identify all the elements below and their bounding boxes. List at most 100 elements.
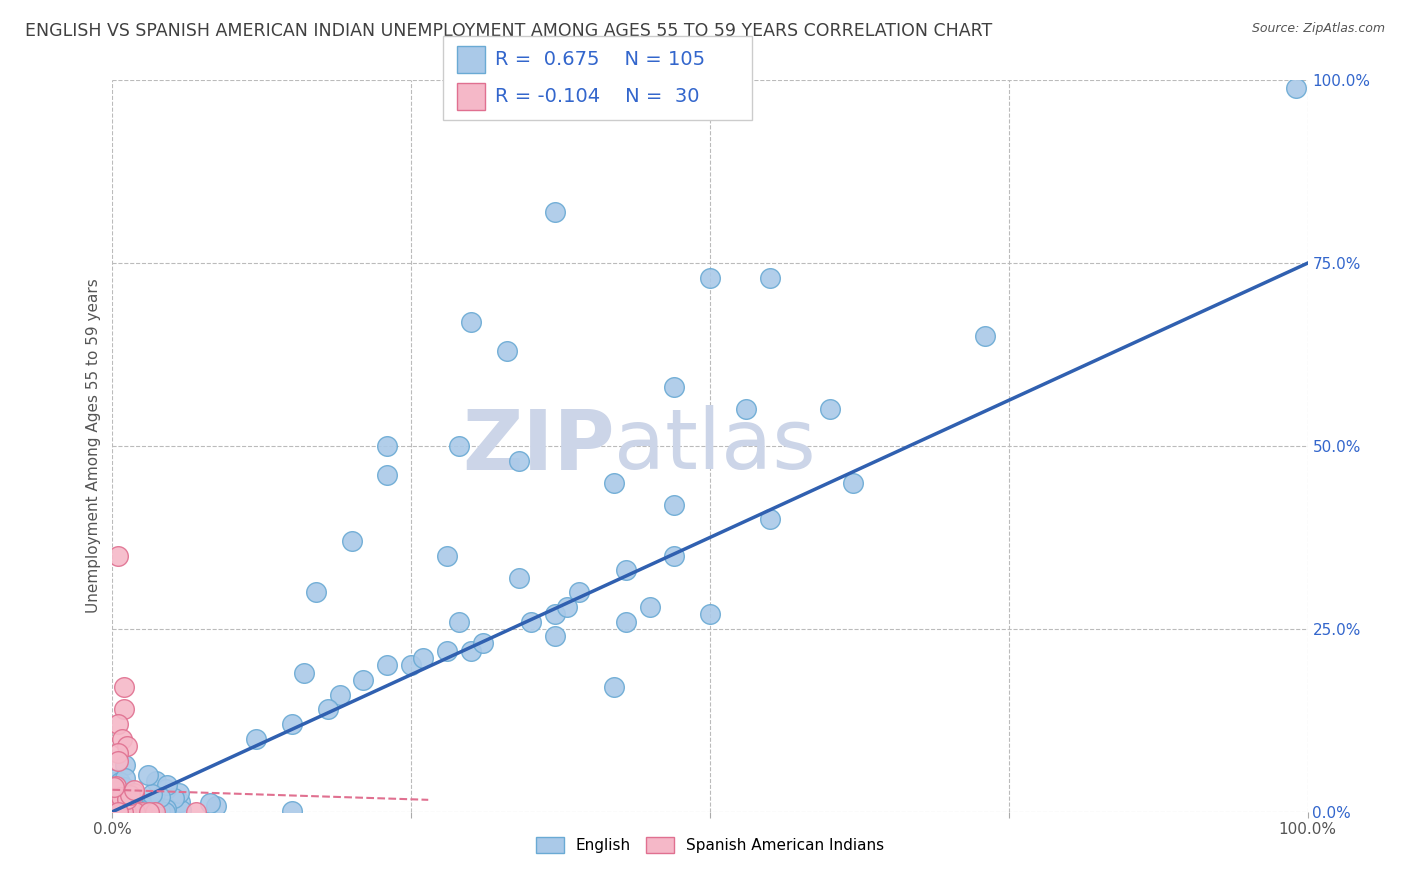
English [204, 799, 226, 814]
English [146, 802, 169, 816]
English [114, 790, 136, 805]
English [735, 402, 758, 417]
English [120, 805, 142, 819]
English [508, 571, 530, 585]
English [103, 802, 125, 816]
English [603, 681, 626, 695]
English [520, 615, 543, 629]
English [105, 796, 128, 810]
English [664, 498, 686, 512]
English [135, 803, 157, 817]
English [107, 804, 129, 818]
Spanish American Indians [105, 784, 128, 798]
English [143, 796, 166, 810]
Spanish American Indians [107, 549, 129, 563]
English [305, 585, 328, 599]
English [124, 804, 146, 818]
English [134, 799, 156, 814]
English [103, 796, 125, 810]
English [640, 599, 662, 614]
Spanish American Indians [107, 792, 129, 806]
Spanish American Indians [186, 805, 208, 819]
English [699, 607, 721, 622]
Spanish American Indians [131, 805, 153, 819]
Y-axis label: Unemployment Among Ages 55 to 59 years: Unemployment Among Ages 55 to 59 years [86, 278, 101, 614]
English [110, 802, 132, 816]
English [377, 658, 399, 673]
English [568, 585, 591, 599]
English [146, 803, 169, 817]
English [616, 563, 638, 577]
English [699, 270, 721, 285]
English [108, 774, 131, 789]
English [112, 780, 135, 795]
English [329, 688, 352, 702]
English [138, 768, 160, 782]
English [110, 787, 132, 801]
English [664, 549, 686, 563]
English [163, 790, 186, 805]
English [616, 615, 638, 629]
Spanish American Indians [115, 805, 138, 819]
English [142, 804, 165, 818]
Text: Source: ZipAtlas.com: Source: ZipAtlas.com [1251, 22, 1385, 36]
Spanish American Indians [114, 702, 135, 716]
English [169, 795, 191, 809]
English [170, 803, 193, 817]
Text: ZIP: ZIP [463, 406, 614, 486]
English [104, 797, 127, 811]
English [436, 644, 458, 658]
Spanish American Indians [107, 717, 129, 731]
Spanish American Indians [107, 746, 129, 760]
English [124, 805, 146, 819]
English [460, 644, 482, 658]
English [460, 315, 482, 329]
Spanish American Indians [110, 790, 132, 805]
Spanish American Indians [124, 786, 146, 800]
English [436, 549, 458, 563]
Spanish American Indians [101, 790, 124, 805]
English [447, 615, 470, 629]
English [148, 790, 170, 805]
Spanish American Indians [103, 780, 125, 795]
Spanish American Indians [124, 805, 146, 819]
English [281, 717, 304, 731]
English [103, 797, 125, 811]
English [472, 636, 495, 650]
Spanish American Indians [120, 801, 142, 815]
English [155, 782, 177, 797]
English [281, 804, 304, 818]
English [543, 629, 565, 643]
English [122, 803, 145, 817]
English [104, 801, 127, 815]
English [1285, 80, 1308, 95]
English [103, 775, 125, 789]
English [155, 802, 177, 816]
Spanish American Indians [143, 805, 166, 819]
Spanish American Indians [107, 805, 129, 819]
Spanish American Indians [122, 782, 145, 797]
English [115, 796, 138, 810]
English [603, 475, 626, 490]
English [377, 468, 399, 483]
English [107, 796, 129, 810]
Spanish American Indians [110, 805, 132, 819]
Spanish American Indians [105, 792, 128, 806]
English [107, 801, 129, 815]
Spanish American Indians [138, 805, 160, 819]
English [114, 758, 136, 772]
English [842, 475, 865, 490]
English [316, 702, 339, 716]
English [132, 800, 155, 814]
English [401, 658, 423, 673]
English [148, 804, 170, 818]
Spanish American Indians [112, 805, 135, 819]
English [555, 599, 578, 614]
English [145, 774, 167, 789]
Text: ENGLISH VS SPANISH AMERICAN INDIAN UNEMPLOYMENT AMONG AGES 55 TO 59 YEARS CORREL: ENGLISH VS SPANISH AMERICAN INDIAN UNEMP… [25, 22, 993, 40]
Spanish American Indians [115, 739, 138, 753]
English [974, 329, 997, 343]
English [412, 651, 434, 665]
English [121, 804, 143, 818]
English [156, 778, 179, 792]
